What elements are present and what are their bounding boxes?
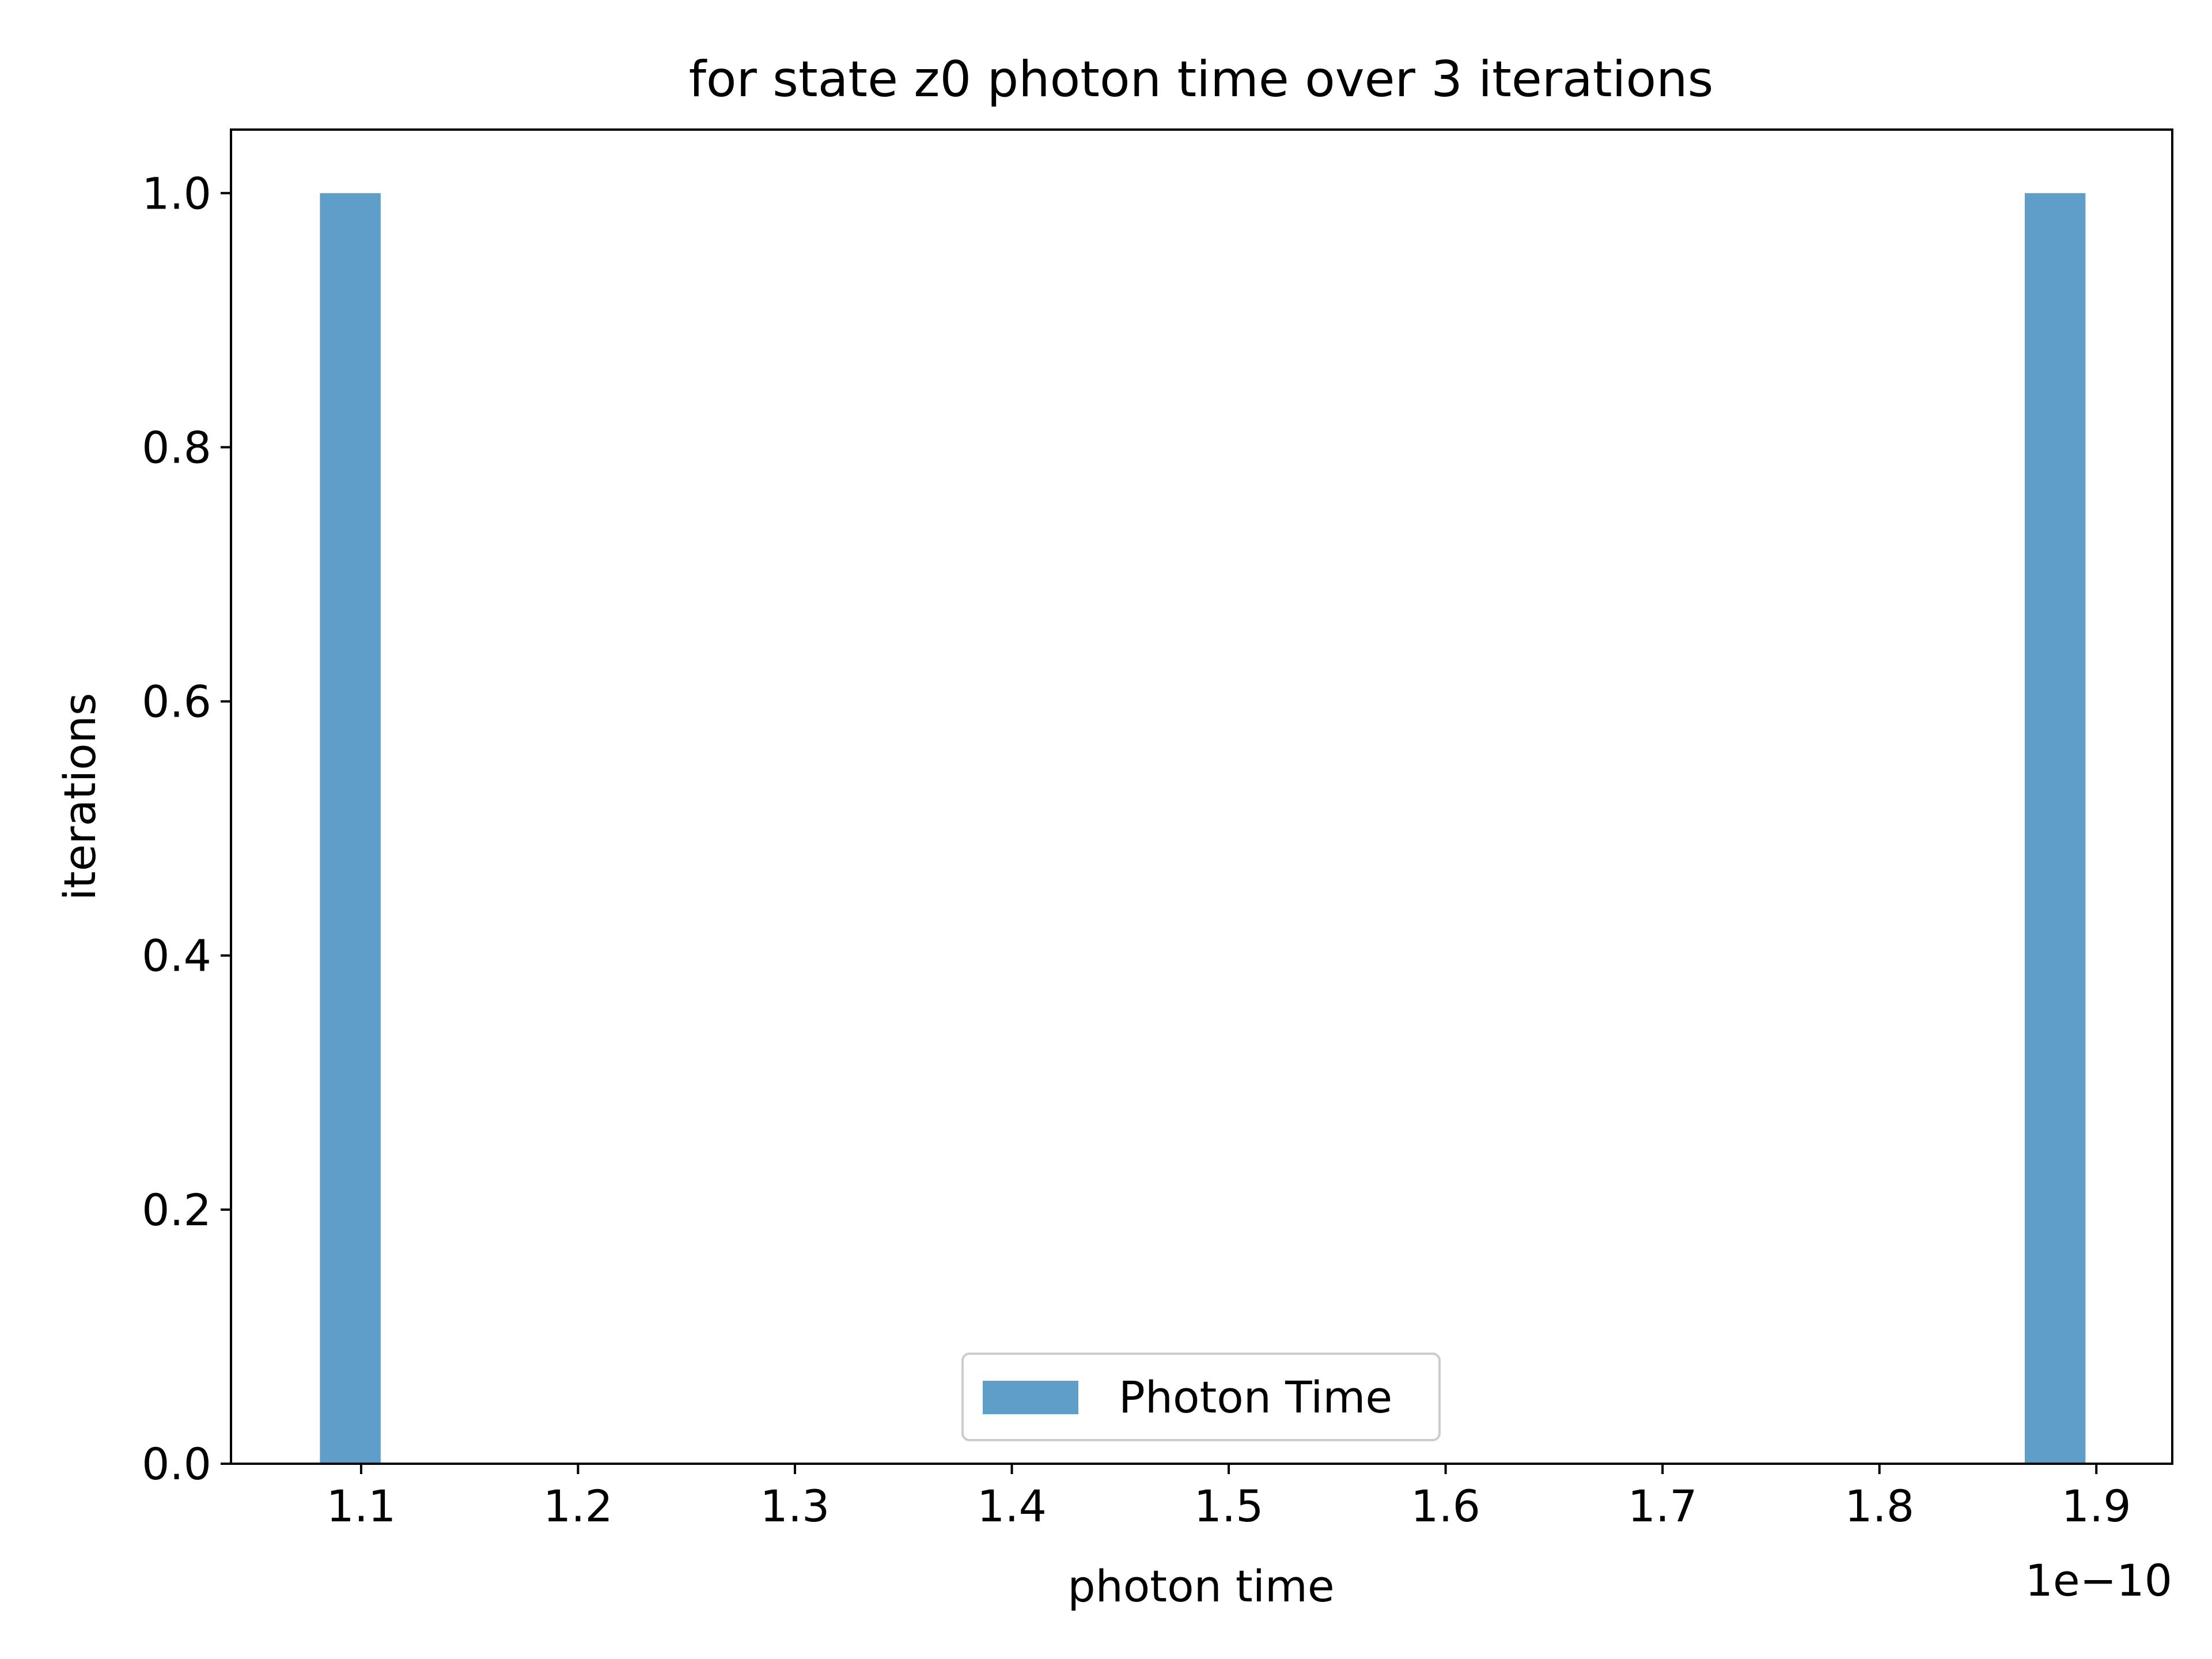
y-tick-label: 0.2 bbox=[142, 1184, 211, 1236]
x-tick-label: 1.1 bbox=[326, 1480, 396, 1532]
y-tick-label: 0.8 bbox=[142, 422, 211, 473]
x-tick-label: 1.3 bbox=[760, 1480, 830, 1532]
x-tick-label: 1.9 bbox=[2062, 1480, 2131, 1532]
legend-label: Photon Time bbox=[1119, 1372, 1392, 1423]
x-offset-label: 1e−10 bbox=[2025, 1555, 2173, 1606]
x-tick-label: 1.2 bbox=[543, 1480, 613, 1532]
chart-title: for state z0 photon time over 3 iteratio… bbox=[689, 51, 1714, 108]
histogram-bar-2 bbox=[2025, 193, 2085, 1464]
x-axis-label: photon time bbox=[1067, 1560, 1334, 1612]
x-tick-label: 1.5 bbox=[1194, 1480, 1264, 1532]
y-tick-label: 0.6 bbox=[142, 676, 211, 728]
legend-swatch bbox=[983, 1381, 1078, 1414]
legend: Photon Time bbox=[963, 1354, 1440, 1440]
x-tick-label: 1.8 bbox=[1844, 1480, 1914, 1532]
x-tick-label: 1.7 bbox=[1628, 1480, 1698, 1532]
y-axis-label: iterations bbox=[54, 693, 105, 901]
x-tick-label: 1.4 bbox=[977, 1480, 1047, 1532]
y-tick-label: 0.4 bbox=[142, 930, 211, 982]
y-tick-label: 1.0 bbox=[142, 168, 211, 219]
x-tick-label: 1.6 bbox=[1411, 1480, 1480, 1532]
y-tick-label: 0.0 bbox=[142, 1438, 211, 1490]
histogram-bar-1 bbox=[320, 193, 380, 1464]
